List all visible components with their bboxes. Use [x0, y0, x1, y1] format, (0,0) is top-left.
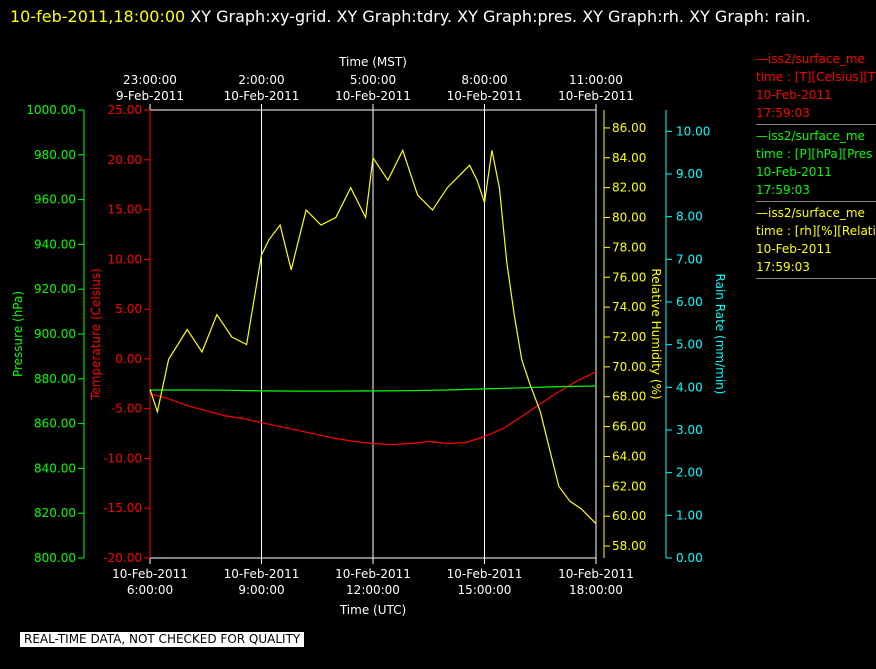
- pressure-tick-label: 900.00: [34, 327, 76, 341]
- temperature-tick-label: -10.00: [103, 451, 142, 465]
- top-axis-title: Time (MST): [338, 55, 407, 69]
- legend-date: 10-Feb-2011: [756, 88, 832, 102]
- rh-tick-label: 60.00: [612, 509, 646, 523]
- bottom-tick-date: 10-Feb-2011: [558, 567, 634, 581]
- top-tick-time: 11:00:00: [569, 73, 623, 87]
- legend-line: —iss2/surface_me: [756, 129, 865, 143]
- legend-time: 17:59:03: [756, 106, 810, 120]
- legend-line: —iss2/surface_me: [756, 206, 865, 220]
- pressure-tick-label: 960.00: [34, 193, 76, 207]
- temperature-tick-label: 0.00: [115, 352, 142, 366]
- top-tick-date: 10-Feb-2011: [558, 89, 634, 103]
- legend-var: time : [P][hPa][Pres: [756, 147, 873, 161]
- rh-tick-label: 68.00: [612, 390, 646, 404]
- top-tick-date: 10-Feb-2011: [224, 89, 300, 103]
- bottom-tick-time: 6:00:00: [127, 583, 173, 597]
- rain-tick-label: 7.00: [676, 252, 703, 266]
- rain-tick-label: 5.00: [676, 338, 703, 352]
- rh-tick-label: 58.00: [612, 539, 646, 553]
- legend-entry-temperature[interactable]: —iss2/surface_me time : [T][Celsius][T 1…: [756, 50, 876, 125]
- temperature-tick-label: 20.00: [108, 153, 142, 167]
- rain-axis-title: Rain Rate (mm/min): [713, 274, 727, 395]
- bottom-tick-date: 10-Feb-2011: [335, 567, 411, 581]
- rh-tick-label: 78.00: [612, 240, 646, 254]
- rain-tick-label: 3.00: [676, 423, 703, 437]
- legend-var: time : [rh][%][Relati: [756, 224, 876, 238]
- bottom-tick-time: 15:00:00: [458, 583, 512, 597]
- top-tick-date: 10-Feb-2011: [447, 89, 523, 103]
- top-tick-date: 9-Feb-2011: [116, 89, 184, 103]
- rh-tick-label: 82.00: [612, 181, 646, 195]
- rh-tick-label: 80.00: [612, 211, 646, 225]
- temperature-tick-label: -15.00: [103, 501, 142, 515]
- rain-tick-label: 1.00: [676, 508, 703, 522]
- pressure-tick-label: 840.00: [34, 461, 76, 475]
- rain-tick-label: 6.00: [676, 295, 703, 309]
- rain-tick-label: 0.00: [676, 551, 703, 565]
- legend-date: 10-Feb-2011: [756, 165, 832, 179]
- pressure-axis-title: Pressure (hPa): [11, 291, 25, 377]
- rain-tick-label: 4.00: [676, 380, 703, 394]
- pressure-tick-label: 860.00: [34, 417, 76, 431]
- legend-line: —iss2/surface_me: [756, 52, 865, 66]
- rh-tick-label: 66.00: [612, 420, 646, 434]
- top-tick-time: 2:00:00: [238, 73, 284, 87]
- temperature-axis-title: Temperature (Celsius): [89, 268, 103, 401]
- temperature-tick-label: 25.00: [108, 103, 142, 117]
- legend-entry-rh[interactable]: —iss2/surface_me time : [rh][%][Relati 1…: [756, 204, 876, 279]
- rh-tick-label: 74.00: [612, 300, 646, 314]
- pressure-tick-label: 820.00: [34, 506, 76, 520]
- pressure-tick-label: 1000.00: [26, 103, 76, 117]
- bottom-tick-date: 10-Feb-2011: [224, 567, 300, 581]
- bottom-tick-time: 18:00:00: [569, 583, 623, 597]
- graph-list: XY Graph:xy-grid. XY Graph:tdry. XY Grap…: [185, 7, 811, 26]
- rh-tick-label: 70.00: [612, 360, 646, 374]
- top-tick-time: 8:00:00: [461, 73, 507, 87]
- series-line-rh: [149, 148, 597, 525]
- pressure-tick-label: 880.00: [34, 372, 76, 386]
- rh-tick-label: 62.00: [612, 479, 646, 493]
- rain-tick-label: 2.00: [676, 466, 703, 480]
- temperature-tick-label: -5.00: [111, 402, 142, 416]
- rain-tick-label: 10.00: [676, 124, 710, 138]
- legend-var: time : [T][Celsius][T: [756, 70, 876, 84]
- rh-axis-title: Relative Humidity (%): [649, 268, 663, 399]
- legend-time: 17:59:03: [756, 260, 810, 274]
- rh-tick-label: 86.00: [612, 121, 646, 135]
- bottom-tick-date: 10-Feb-2011: [112, 567, 188, 581]
- rh-tick-label: 84.00: [612, 151, 646, 165]
- bottom-tick-date: 10-Feb-2011: [447, 567, 523, 581]
- timestamp: 10-feb-2011,18:00:00: [10, 7, 186, 26]
- legend-date: 10-Feb-2011: [756, 242, 832, 256]
- rain-tick-label: 8.00: [676, 210, 703, 224]
- legend-entry-pressure[interactable]: —iss2/surface_me time : [P][hPa][Pres 10…: [756, 127, 876, 202]
- legend-time: 17:59:03: [756, 183, 810, 197]
- pressure-tick-label: 920.00: [34, 282, 76, 296]
- series-line-pressure: [150, 385, 597, 392]
- series-line-temperature: [149, 371, 597, 446]
- rain-tick-label: 9.00: [676, 167, 703, 181]
- pressure-tick-label: 940.00: [34, 237, 76, 251]
- bottom-axis-title: Time (UTC): [339, 603, 406, 617]
- top-tick-time: 5:00:00: [350, 73, 396, 87]
- temperature-tick-label: 15.00: [108, 203, 142, 217]
- pressure-tick-label: 980.00: [34, 148, 76, 162]
- top-tick-time: 23:00:00: [123, 73, 177, 87]
- top-tick-date: 10-Feb-2011: [335, 89, 411, 103]
- pressure-tick-label: 800.00: [34, 551, 76, 565]
- page-title: 10-feb-2011,18:00:00 XY Graph:xy-grid. X…: [10, 3, 860, 31]
- rh-tick-label: 72.00: [612, 330, 646, 344]
- bottom-tick-time: 9:00:00: [238, 583, 284, 597]
- rh-tick-label: 76.00: [612, 270, 646, 284]
- temperature-tick-label: 10.00: [108, 252, 142, 266]
- temperature-tick-label: -20.00: [103, 551, 142, 565]
- bottom-tick-time: 12:00:00: [346, 583, 400, 597]
- quality-banner: REAL-TIME DATA, NOT CHECKED FOR QUALITY: [20, 632, 305, 647]
- legend: —iss2/surface_me time : [T][Celsius][T 1…: [756, 50, 876, 281]
- rh-tick-label: 64.00: [612, 449, 646, 463]
- temperature-tick-label: 5.00: [115, 302, 142, 316]
